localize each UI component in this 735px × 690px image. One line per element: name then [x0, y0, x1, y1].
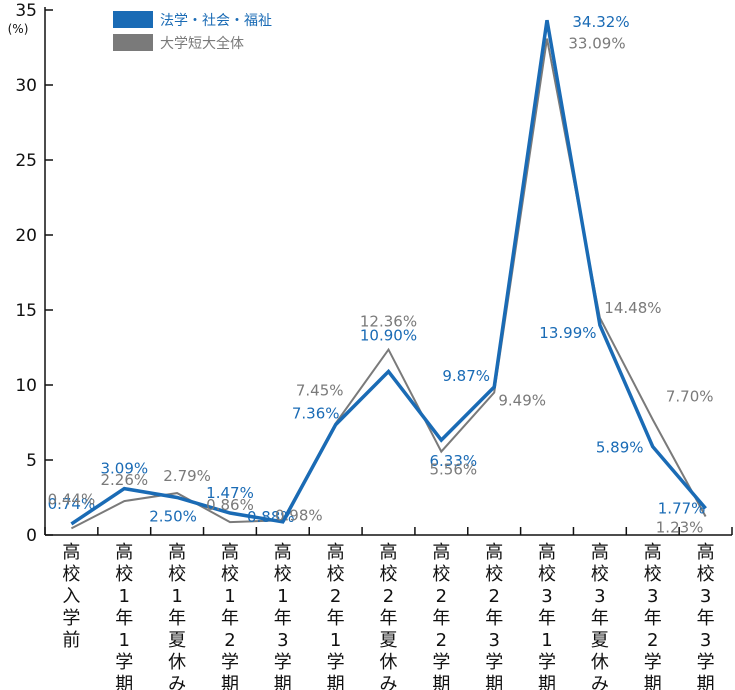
y-tick-label: 0 [26, 526, 37, 546]
x-category-label: 高校 1 年 3 学期 [274, 542, 292, 690]
data-label-law-social-welfare: 0.74% [48, 495, 96, 513]
data-label-law-social-welfare: 13.99% [539, 324, 596, 342]
legend-entry: 法学・社会・福祉 [160, 13, 272, 29]
data-label-all-universities: 14.48% [604, 299, 661, 317]
data-label-law-social-welfare: 6.33% [429, 452, 477, 470]
x-category-label: 高校 3 年 2 学期 [644, 542, 662, 690]
x-category-label: 高校 2 年 2 学期 [432, 542, 450, 690]
x-category-label: 高校入学前 [62, 542, 80, 651]
y-tick-label: 15 [15, 301, 37, 321]
series-lines [70, 19, 707, 530]
data-label-all-universities: 1.23% [656, 519, 704, 537]
y-axis-unit: (%) [8, 22, 29, 36]
data-label-all-universities: 12.36% [360, 313, 417, 331]
data-label-all-universities: 7.45% [296, 381, 344, 399]
data-label-law-social-welfare: 9.87% [442, 367, 490, 385]
legend-swatch [113, 11, 153, 28]
data-label-all-universities: 0.98% [275, 506, 323, 524]
x-category-label: 高校 1 年 2 学期 [221, 542, 239, 690]
data-label-law-social-welfare: 7.36% [292, 405, 340, 423]
x-category-label: 高校 2 年 1 学期 [327, 542, 345, 690]
axes [44, 7, 732, 536]
data-label-all-universities: 2.26% [100, 471, 148, 489]
data-labels: 0.74%3.09% 2.50% 1.47% 0.88% 7.36% 10.90% 6.33… [48, 13, 714, 536]
data-label-law-social-welfare: 34.32% [572, 13, 629, 31]
data-label-law-social-welfare: 0.88% [247, 508, 295, 526]
y-tick-label: 35 [15, 1, 37, 21]
y-tick-label: 20 [15, 226, 37, 246]
x-category-label: 高校 3 年 1 学期 [538, 542, 556, 690]
legend-swatch [113, 34, 153, 51]
data-label-law-social-welfare: 5.89% [596, 439, 644, 457]
data-label-law-social-welfare: 1.47% [206, 484, 254, 502]
data-label-law-social-welfare: 10.90% [360, 327, 417, 345]
x-category-label: 高校 1 年 1 学期 [115, 542, 133, 690]
data-label-all-universities: 2.79% [163, 467, 211, 485]
data-label-law-social-welfare: 1.77% [658, 500, 706, 518]
data-label-all-universities: 33.09% [568, 35, 625, 53]
data-label-law-social-welfare: 2.50% [149, 508, 197, 526]
data-label-all-universities: 0.86% [206, 496, 254, 514]
y-tick-label: 30 [15, 76, 37, 96]
x-category-label: 高校 2 年夏休み [380, 542, 398, 690]
legend-entry: 大学短大全体 [160, 35, 244, 52]
x-axis-categories: 高校入学前 高校 1 年 1 学期 高校 1 年夏休み 高校 1 年 2 学期 高校 1 年 3 学期 高校 2 年 1 学期… [44, 527, 733, 690]
x-category-label: 高校 3 年夏休み [591, 542, 609, 690]
y-tick-label: 10 [15, 376, 37, 396]
x-category-label: 高校 1 年夏休み [168, 542, 186, 690]
y-axis-ticks: 0 5 10 15 20 25 30 35(%) [8, 1, 53, 546]
data-label-law-social-welfare: 3.09% [100, 460, 148, 478]
y-tick-label: 5 [26, 451, 37, 471]
x-category-label: 高校 3 年 3 学期 [697, 542, 715, 690]
data-label-all-universities: 7.70% [666, 388, 714, 406]
data-label-all-universities: 5.56% [429, 461, 477, 479]
y-tick-label: 25 [15, 151, 37, 171]
x-category-label: 高校 2 年 3 学期 [485, 542, 503, 690]
series-line-law-social-welfare [70, 19, 707, 526]
data-label-all-universities: 0.44% [48, 490, 96, 508]
data-label-all-universities: 9.49% [498, 392, 546, 410]
